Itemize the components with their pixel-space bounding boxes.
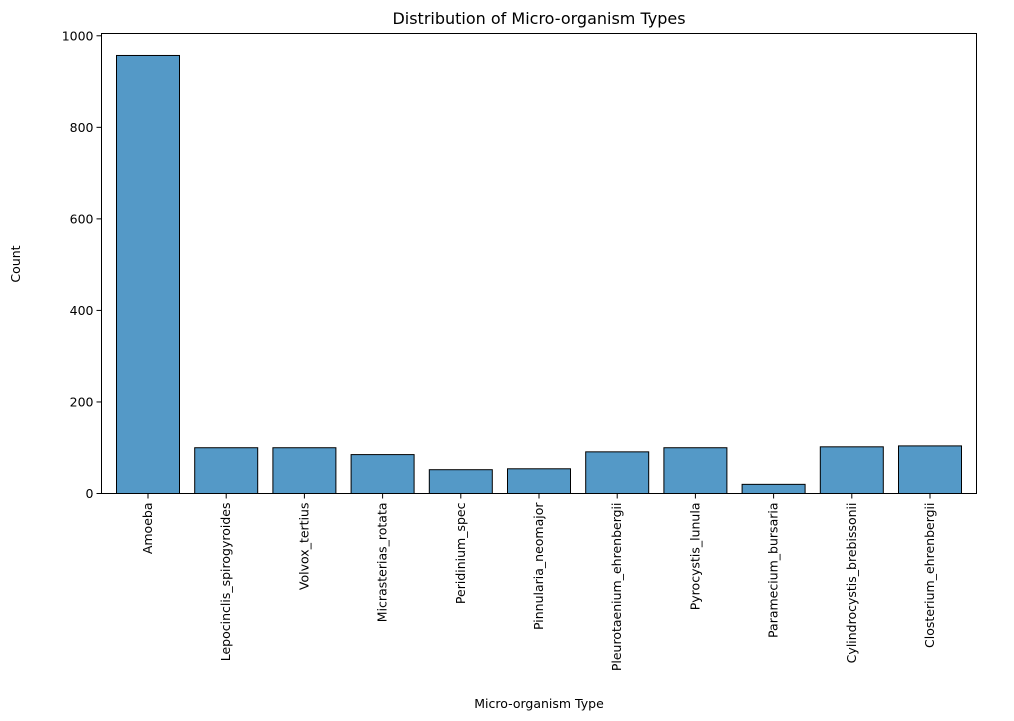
chart-title: Distribution of Micro-organism Types xyxy=(392,9,685,28)
x-axis-label: Micro-organism Type xyxy=(474,696,604,711)
y-tick-label: 0 xyxy=(86,486,94,501)
bar-Pyrocystis_lunula xyxy=(663,447,728,494)
x-tick-label: Pinnularia_neomajor xyxy=(531,502,546,630)
bar-Peridinium_spec xyxy=(428,469,493,494)
x-tick-label: Lepocinclis_spirogyroides xyxy=(218,503,233,662)
x-tick-label: Volvox_tertius xyxy=(296,503,311,591)
y-axis: 0 200 400 600 800 1000 xyxy=(62,28,102,501)
x-tick-label: Paramecium_bursaria xyxy=(766,503,781,638)
y-tick-label: 800 xyxy=(70,120,94,135)
bar-Pinnularia_neomajor xyxy=(507,468,571,494)
bars-group xyxy=(116,54,962,495)
bar-Amoeba xyxy=(116,54,180,494)
x-axis: Amoeba Lepocinclis_spirogyroides Volvox_te… xyxy=(140,493,937,672)
bar-Paramecium_bursaria xyxy=(741,483,806,494)
x-tick-label: Amoeba xyxy=(140,503,155,555)
y-tick-label: 200 xyxy=(70,394,94,409)
x-tick-label: Closterium_ehrenbergii xyxy=(922,503,937,648)
x-tick-label: Pleurotaenium_ehrenbergii xyxy=(609,503,624,672)
bar-Pleurotaenium_ehrenbergii xyxy=(585,451,650,495)
y-tick-label: 1000 xyxy=(62,28,94,43)
x-tick-label: Pyrocystis_lunula xyxy=(687,503,702,611)
bar-Lepocinclis_spirogyroides xyxy=(194,447,259,494)
bar-Closterium_ehrenbergii xyxy=(898,445,962,494)
x-tick-label: Peridinium_spec xyxy=(453,502,468,604)
y-axis-label: Count xyxy=(8,245,23,282)
bar-Cylindrocystis_brebissonii xyxy=(819,446,884,495)
y-tick-label: 600 xyxy=(70,211,94,226)
bar-Micrasterias_rotata xyxy=(350,454,415,494)
bar-Volvox_tertius xyxy=(272,447,337,494)
x-tick-label: Micrasterias_rotata xyxy=(375,503,390,623)
x-tick-label: Cylindrocystis_brebissonii xyxy=(844,503,859,664)
y-tick-label: 400 xyxy=(70,303,94,318)
plot-frame xyxy=(101,33,977,494)
